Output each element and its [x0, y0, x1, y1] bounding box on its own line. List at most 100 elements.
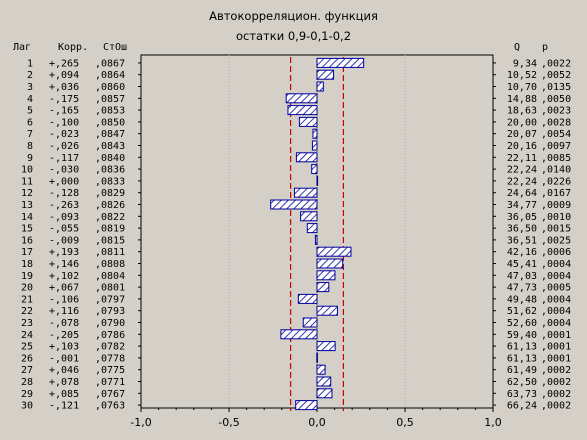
row-q: 10,70 — [507, 82, 537, 93]
acf-bar — [316, 352, 318, 363]
row-lag: 14 — [21, 212, 33, 223]
acf-bar — [293, 187, 318, 198]
row-p: ,0167 — [541, 188, 571, 199]
row-corr: +,046 — [49, 365, 79, 376]
row-lag: 19 — [21, 271, 33, 282]
row-p: ,0002 — [541, 377, 571, 388]
row-se: ,0804 — [95, 271, 125, 282]
row-p: ,0135 — [541, 82, 571, 93]
row-se: ,0763 — [95, 401, 125, 412]
row-p: ,0002 — [541, 365, 571, 376]
header-p: p — [542, 42, 549, 53]
acf-bar — [311, 140, 318, 151]
row-corr: +,000 — [49, 176, 79, 187]
row-se: ,0790 — [95, 318, 125, 329]
row-q: 22,24 — [507, 165, 537, 176]
row-lag: 15 — [21, 224, 33, 235]
row-se: ,0797 — [95, 294, 125, 305]
row-corr: -,023 — [49, 129, 79, 140]
row-lag: 7 — [27, 129, 33, 140]
row-corr: -,106 — [49, 294, 79, 305]
row-q: 45,41 — [507, 259, 537, 270]
acf-bar — [302, 317, 318, 328]
header-lag: Лаг — [13, 42, 32, 53]
row-q: 61,13 — [507, 353, 537, 364]
row-q: 61,49 — [507, 365, 537, 376]
row-lag: 8 — [27, 141, 33, 152]
row-corr: +,094 — [49, 70, 79, 81]
row-q: 61,13 — [507, 342, 537, 353]
row-q: 36,50 — [507, 224, 537, 235]
row-q: 49,48 — [507, 294, 537, 305]
acf-bar — [306, 223, 318, 234]
row-q: 9,34 — [513, 58, 537, 69]
row-p: ,0005 — [541, 283, 571, 294]
row-q: 22,24 — [507, 176, 537, 187]
row-q: 36,05 — [507, 212, 537, 223]
acf-bar — [316, 270, 336, 281]
acf-bar — [316, 57, 365, 68]
acf-bar — [297, 293, 318, 304]
row-se: ,0826 — [95, 200, 125, 211]
row-p: ,0050 — [541, 94, 571, 105]
row-lag: 6 — [27, 117, 33, 128]
row-se: ,0808 — [95, 259, 125, 270]
row-p: ,0028 — [541, 117, 571, 128]
chart-subtitle: остатки 0,9-0,1-0,2 — [235, 29, 352, 43]
row-se: ,0853 — [95, 106, 125, 117]
acf-bar — [316, 175, 319, 186]
row-corr: +,146 — [49, 259, 79, 270]
row-corr: -,117 — [49, 153, 79, 164]
x-tick-label: 0,5 — [396, 416, 414, 429]
row-se: ,0867 — [95, 58, 125, 69]
row-corr: +,067 — [49, 283, 79, 294]
row-q: 10,52 — [507, 70, 537, 81]
row-se: ,0786 — [95, 330, 125, 341]
row-corr: +,193 — [49, 247, 79, 258]
acf-bar — [316, 376, 332, 387]
acf-bar — [287, 105, 318, 116]
row-corr: -,205 — [49, 330, 79, 341]
row-q: 47,73 — [507, 283, 537, 294]
row-se: ,0829 — [95, 188, 125, 199]
row-lag: 5 — [27, 106, 33, 117]
row-lag: 26 — [21, 353, 33, 364]
row-se: ,0864 — [95, 70, 125, 81]
row-se: ,0843 — [95, 141, 125, 152]
row-p: ,0001 — [541, 342, 571, 353]
row-se: ,0771 — [95, 377, 125, 388]
acf-bar — [311, 164, 318, 175]
acf-bar — [316, 305, 338, 316]
row-p: ,0010 — [541, 212, 571, 223]
row-corr: -,263 — [49, 200, 79, 211]
row-lag: 27 — [21, 365, 33, 376]
row-p: ,0004 — [541, 318, 571, 329]
row-corr: +,116 — [49, 306, 79, 317]
acf-bar — [312, 128, 318, 139]
row-p: ,0140 — [541, 165, 571, 176]
row-p: ,0025 — [541, 235, 571, 246]
row-p: ,0226 — [541, 176, 571, 187]
row-lag: 18 — [21, 259, 33, 270]
row-se: ,0819 — [95, 224, 125, 235]
acf-bar — [280, 329, 318, 340]
header-q: Q — [514, 42, 521, 53]
x-tick-label: 0,0 — [308, 416, 326, 429]
row-corr: -,030 — [49, 165, 79, 176]
row-lag: 10 — [21, 165, 33, 176]
acf-bar — [316, 364, 326, 375]
row-lag: 20 — [21, 283, 33, 294]
row-corr: -,093 — [49, 212, 79, 223]
row-lag: 9 — [27, 153, 33, 164]
row-se: ,0815 — [95, 235, 125, 246]
row-p: ,0002 — [541, 389, 571, 400]
row-lag: 2 — [27, 70, 33, 81]
row-se: ,0847 — [95, 129, 125, 140]
row-se: ,0850 — [95, 117, 125, 128]
row-p: ,0004 — [541, 306, 571, 317]
row-corr: +,078 — [49, 377, 79, 388]
acf-bar — [316, 69, 335, 80]
row-q: 20,16 — [507, 141, 537, 152]
row-lag: 30 — [21, 401, 33, 412]
row-q: 51,62 — [507, 306, 537, 317]
